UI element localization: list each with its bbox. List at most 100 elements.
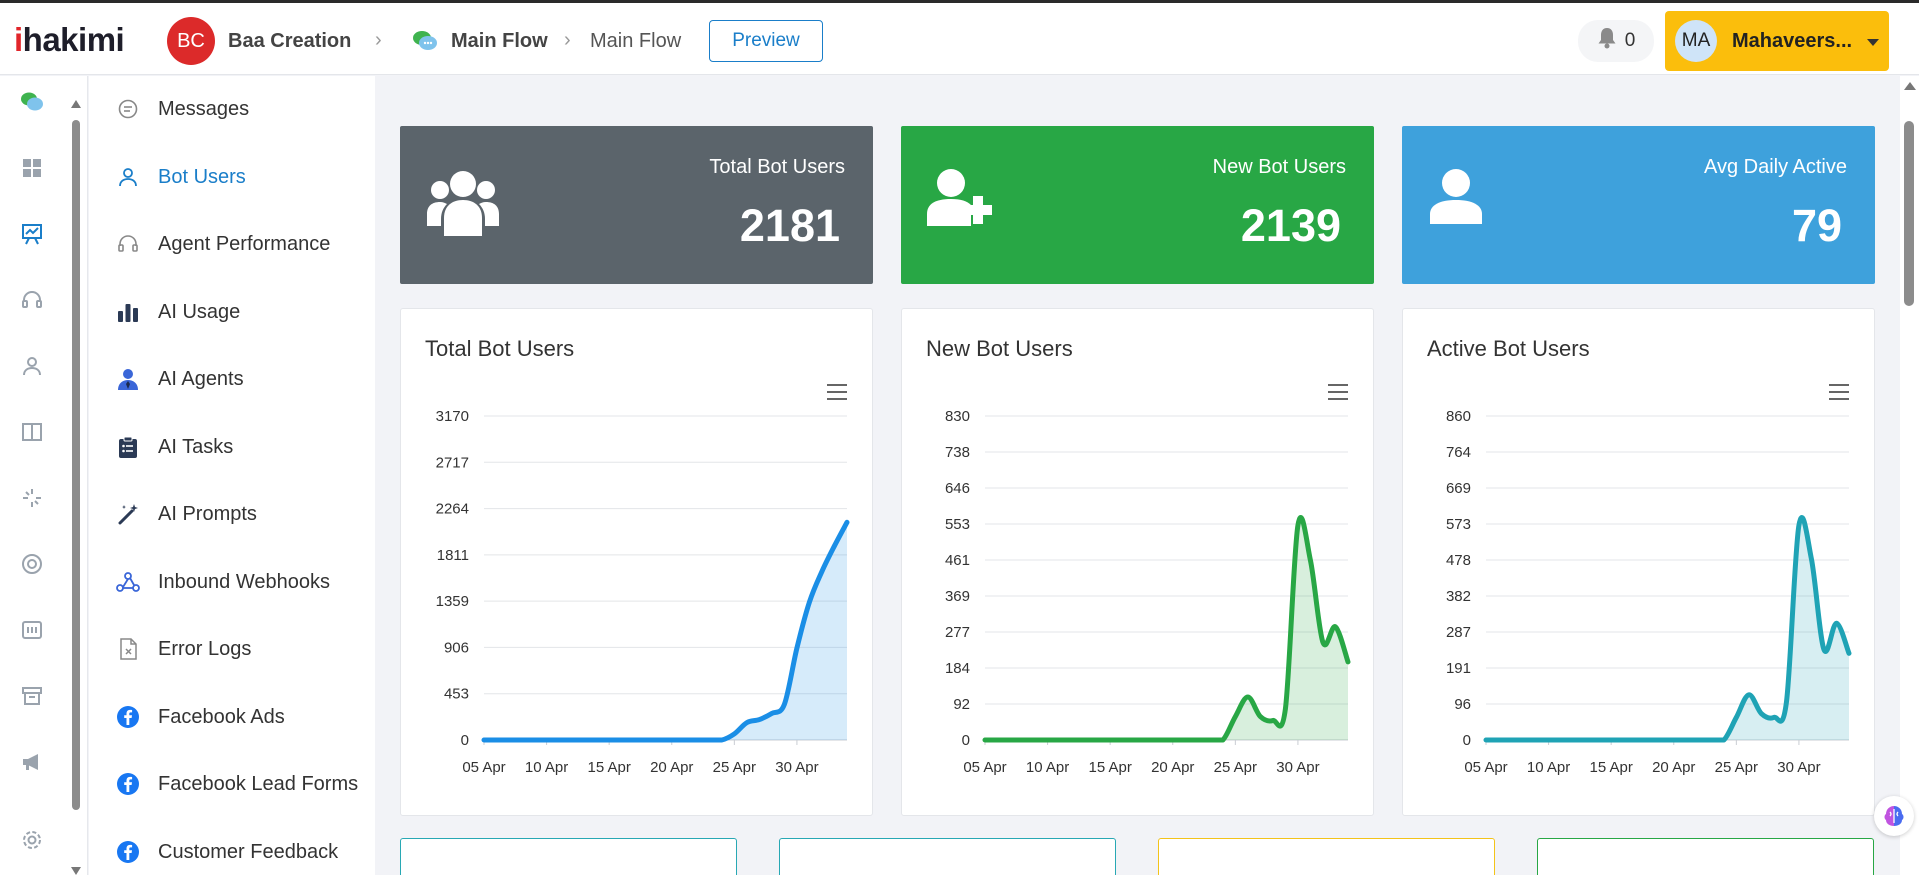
series-line — [1483, 515, 1852, 743]
series-area — [484, 522, 847, 740]
settings-gear-icon[interactable] — [20, 828, 44, 852]
x-tick-label: 20 Apr — [1151, 759, 1194, 776]
menu-item-inbound-webhooks[interactable]: Inbound Webhooks — [89, 557, 375, 607]
y-tick-label: 646 — [945, 480, 970, 497]
chart-active-bot-users: 860 764 669 573 478 382 287 191 96 0 05 Apr 10 Apr 1… — [1446, 408, 1852, 776]
bar-chart-icon — [116, 300, 140, 324]
menu-item-ai-usage[interactable]: AI Usage — [89, 287, 375, 337]
breadcrumb-flow[interactable]: Main Flow — [451, 30, 548, 52]
menu-item-label: Inbound Webhooks — [158, 570, 330, 593]
notifications-button[interactable]: 0 — [1578, 20, 1654, 62]
chart-title: Active Bot Users — [1427, 336, 1590, 361]
main-scrollbar-thumb[interactable] — [1904, 121, 1914, 306]
y-tick-label: 0 — [962, 732, 970, 749]
y-tick-label: 96 — [1454, 696, 1471, 713]
chart-menu-icon[interactable] — [1328, 384, 1348, 405]
loader-sparkle-icon[interactable] — [20, 486, 44, 510]
menu-item-label: Error Logs — [158, 637, 252, 660]
x-tick-label: 05 Apr — [1464, 759, 1507, 776]
y-tick-label: 738 — [945, 444, 970, 461]
x-tick-label: 05 Apr — [963, 759, 1006, 776]
menu-item-label: AI Agents — [158, 367, 244, 390]
main-scrollbar[interactable] — [1900, 76, 1919, 875]
headset-icon[interactable] — [20, 288, 44, 312]
rail-scrollbar-thumb[interactable] — [72, 120, 80, 810]
menu-item-ai-prompts[interactable]: AI Prompts — [89, 489, 375, 539]
top-bar: ihakimi BC Baa Creation › Main Flow › Ma… — [0, 0, 1919, 75]
user-avatar: MA — [1675, 20, 1717, 62]
lifebuoy-icon[interactable] — [20, 552, 44, 576]
menu-item-ai-tasks[interactable]: AI Tasks — [89, 422, 375, 472]
breadcrumb-page: Main Flow — [590, 30, 682, 52]
workspace-avatar[interactable]: BC — [167, 17, 215, 65]
y-tick-label: 191 — [1446, 660, 1471, 677]
y-tick-label: 184 — [945, 660, 970, 677]
megaphone-icon[interactable] — [20, 750, 44, 774]
menu-item-error-logs[interactable]: Error Logs — [89, 624, 375, 674]
chart-menu-icon[interactable] — [1829, 384, 1849, 405]
menu-item-facebook-lead-forms[interactable]: Facebook Lead Forms — [89, 759, 375, 809]
chat-bubbles-icon[interactable] — [20, 90, 44, 114]
menu-item-label: AI Tasks — [158, 435, 234, 458]
dashboard-grid-icon[interactable] — [20, 156, 44, 180]
archive-box-icon[interactable] — [20, 684, 44, 708]
series-area — [985, 517, 1348, 740]
series-line — [481, 519, 850, 743]
menu-item-bot-users[interactable]: Bot Users — [89, 152, 375, 202]
y-tick-label: 453 — [444, 686, 469, 703]
menu-item-ai-agents[interactable]: AI Agents — [89, 354, 375, 404]
menu-item-agent-performance[interactable]: Agent Performance — [89, 219, 375, 269]
notification-count: 0 — [1624, 30, 1636, 51]
preview-button[interactable]: Preview — [709, 20, 823, 62]
x-tick-label: 10 Apr — [1026, 759, 1069, 776]
y-tick-label: 2264 — [436, 501, 469, 518]
x-tick-label: 10 Apr — [525, 759, 568, 776]
calculator-icon[interactable] — [20, 618, 44, 642]
x-tick-label: 05 Apr — [462, 759, 505, 776]
main-content: Total Bot Users 2181 New Bot Users 2139 … — [376, 76, 1900, 875]
stat-value: 2181 — [739, 200, 840, 251]
stat-card-avg-daily-active: Avg Daily Active 79 — [1402, 126, 1875, 284]
user-icon — [116, 165, 140, 189]
menu-item-label: Facebook Ads — [158, 705, 285, 728]
bottom-stat-card — [1158, 838, 1495, 875]
x-tick-label: 15 Apr — [1088, 759, 1131, 776]
y-tick-label: 382 — [1446, 588, 1471, 605]
columns-icon[interactable] — [20, 420, 44, 444]
x-tick-label: 15 Apr — [1589, 759, 1632, 776]
user-menu-button[interactable]: MA Mahaveers... — [1665, 11, 1889, 71]
menu-item-customer-feedback[interactable]: Customer Feedback — [89, 827, 375, 875]
menu-item-messages[interactable]: Messages — [89, 84, 375, 134]
y-tick-label: 0 — [1463, 732, 1471, 749]
x-tick-label: 25 Apr — [1214, 759, 1257, 776]
y-tick-label: 92 — [953, 696, 970, 713]
menu-item-label: AI Prompts — [158, 502, 257, 525]
app-logo[interactable]: ihakimi — [14, 21, 125, 58]
rail-scrollbar[interactable] — [70, 100, 82, 875]
headset-icon — [116, 232, 140, 256]
breadcrumb-separator-icon: › — [564, 29, 571, 51]
analytics-board-icon[interactable] — [20, 222, 44, 246]
y-tick-label: 3170 — [436, 408, 469, 425]
bottom-stat-card — [1537, 838, 1874, 875]
y-tick-label: 277 — [945, 624, 970, 641]
y-tick-label: 478 — [1446, 552, 1471, 569]
facebook-icon — [116, 705, 140, 729]
workspace-name[interactable]: Baa Creation — [228, 30, 352, 52]
x-tick-label: 15 Apr — [587, 759, 630, 776]
user-icon[interactable] — [20, 354, 44, 378]
chart-menu-icon[interactable] — [827, 384, 847, 405]
clipboard-icon — [116, 435, 140, 459]
chart-new-bot-users: 830 738 646 553 461 369 277 184 92 0 05 Apr 10 Apr 1… — [945, 408, 1351, 776]
y-tick-label: 830 — [945, 408, 970, 425]
message-icon — [116, 97, 140, 121]
y-tick-label: 1359 — [436, 593, 469, 610]
magic-wand-icon — [116, 502, 140, 526]
ai-assistant-brain-icon[interactable] — [1874, 796, 1914, 836]
x-tick-label: 25 Apr — [1715, 759, 1758, 776]
users-group-icon — [426, 168, 500, 243]
y-tick-label: 369 — [945, 588, 970, 605]
chart-title: Total Bot Users — [425, 336, 575, 361]
menu-item-label: Agent Performance — [158, 232, 331, 255]
menu-item-facebook-ads[interactable]: Facebook Ads — [89, 692, 375, 742]
